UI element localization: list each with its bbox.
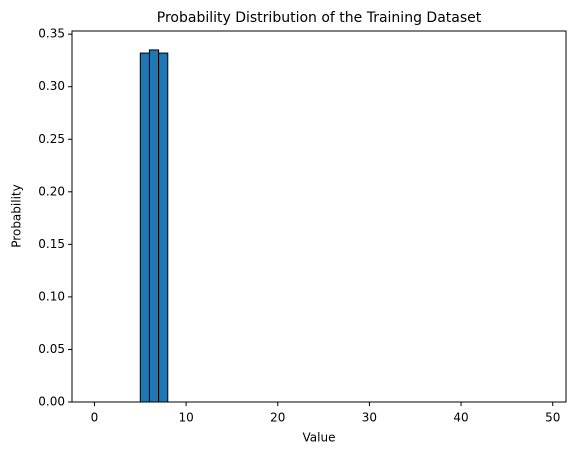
chart-title: Probability Distribution of the Training… xyxy=(157,10,482,26)
bar xyxy=(148,49,160,403)
x-tick-label: 40 xyxy=(453,411,468,425)
x-tick-label: 0 xyxy=(91,411,99,425)
y-tick-label: 0.00 xyxy=(38,395,65,409)
bar xyxy=(139,52,150,403)
x-tick-label: 10 xyxy=(178,411,193,425)
x-tick-label: 20 xyxy=(270,411,285,425)
y-tick-label: 0.30 xyxy=(38,79,65,93)
x-tick-label: 30 xyxy=(362,411,377,425)
y-tick-label: 0.35 xyxy=(38,27,65,41)
plot-frame xyxy=(71,30,567,403)
y-tick-label: 0.20 xyxy=(38,184,65,198)
x-axis-label: Value xyxy=(303,431,336,445)
y-tick-label: 0.05 xyxy=(38,342,65,356)
y-tick-label: 0.10 xyxy=(38,289,65,303)
y-axis-label: Probability xyxy=(10,184,24,247)
bar xyxy=(158,52,169,403)
x-tick-label: 50 xyxy=(545,411,560,425)
y-tick-label: 0.25 xyxy=(38,132,65,146)
y-tick-label: 0.15 xyxy=(38,237,65,251)
